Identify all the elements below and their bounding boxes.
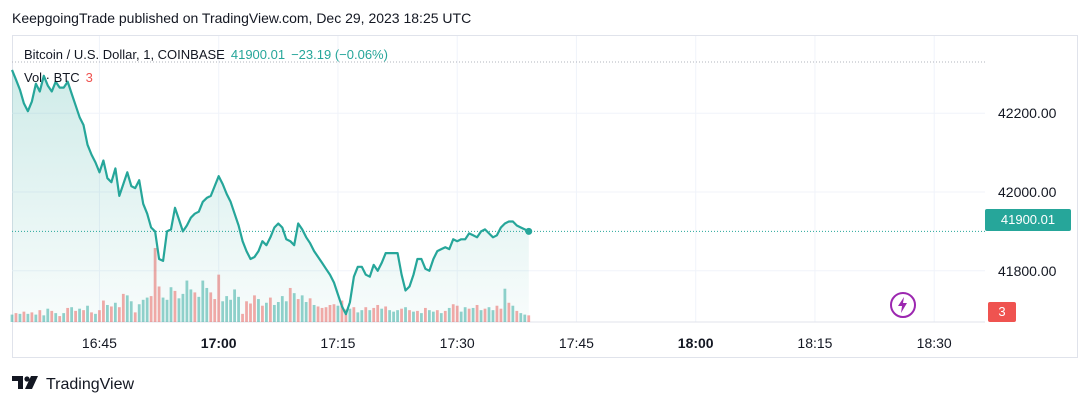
symbol-legend[interactable]: Bitcoin / U.S. Dollar, 1, COINBASE 41900.… [24, 47, 388, 62]
price-tick-label: 42200.00 [998, 105, 1057, 121]
last-price-value: 41900.01 [230, 47, 286, 62]
volume-value: 3 [85, 70, 93, 85]
brand-name[interactable]: TradingView [46, 375, 135, 393]
time-tick-label: 16:45 [82, 335, 117, 351]
last-price-tag: 41900.01 [985, 209, 1071, 231]
price-tick-label: 42000.00 [998, 184, 1057, 200]
price-tick-label: 41800.00 [998, 263, 1057, 279]
price-change: −23.19 (−0.06%) [291, 47, 388, 62]
time-tick-label: 18:30 [917, 335, 952, 351]
price-area-fill [12, 69, 529, 323]
axes: 42200.00 42000.00 41800.00 16:45 17:00 17:15 1… [82, 105, 1057, 351]
time-tick-label: 18:00 [678, 335, 714, 351]
publish-line: KeepgoingTrade published on TradingView.… [12, 10, 472, 26]
lightning-icon[interactable] [890, 292, 916, 318]
time-tick-label: 17:00 [201, 335, 237, 351]
volume-label: Vol · BTC [24, 70, 80, 85]
price-area [10, 61, 985, 323]
tradingview-logo-icon[interactable] [12, 374, 40, 395]
footer: TradingView [12, 374, 134, 395]
volume-legend[interactable]: Vol · BTC 3 [24, 70, 93, 85]
symbol-name[interactable]: Bitcoin / U.S. Dollar, 1, COINBASE [24, 47, 225, 62]
price-series-line [10, 69, 530, 316]
time-tick-label: 17:30 [440, 335, 475, 351]
time-tick-label: 18:15 [797, 335, 832, 351]
time-tick-label: 17:15 [320, 335, 355, 351]
last-price-dot [525, 227, 533, 235]
time-tick-label: 17:45 [559, 335, 594, 351]
last-volume-tag: 3 [988, 302, 1016, 322]
